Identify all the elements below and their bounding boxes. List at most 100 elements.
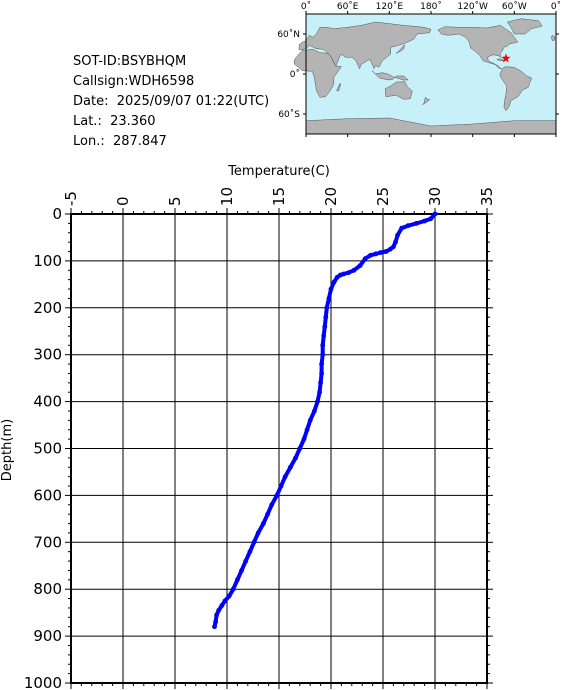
data-point xyxy=(326,296,332,301)
data-point xyxy=(318,380,323,386)
y-tick-label: 400 xyxy=(33,393,62,411)
sot-id-text: SOT-ID:BSYBHQM xyxy=(73,54,187,69)
europe-asia-landmass xyxy=(298,21,432,70)
y-tick-label: 900 xyxy=(33,627,62,645)
x-tick-label: 35 xyxy=(478,187,496,206)
north-america-landmass xyxy=(437,25,519,70)
uk-landmass xyxy=(550,35,555,41)
data-point xyxy=(413,221,419,226)
data-point xyxy=(393,239,398,245)
data-point xyxy=(351,267,357,273)
y-tick-label: 1000 xyxy=(24,674,62,690)
australia-landmass xyxy=(384,81,413,100)
data-point xyxy=(230,586,236,592)
data-point xyxy=(328,286,334,292)
data-point xyxy=(320,352,326,358)
location-map: 0˚ 60˚E 120˚E 180˚ 120˚W 60˚W 0˚ 60˚N 0˚ 60˚S xyxy=(277,1,561,137)
map-lon-label: 0˚ xyxy=(551,1,561,12)
data-point xyxy=(235,577,240,583)
nz-landmass xyxy=(422,96,431,105)
data-point xyxy=(395,232,400,238)
data-point xyxy=(213,619,219,625)
data-point xyxy=(334,274,340,280)
data-point xyxy=(269,502,275,508)
data-point xyxy=(297,446,303,451)
x-tick-label: 15 xyxy=(270,187,288,206)
location-marker-star xyxy=(501,53,511,63)
data-point xyxy=(293,455,298,461)
data-point xyxy=(304,427,310,433)
data-point xyxy=(362,256,368,261)
callsign-text: Callsign:WDH6598 xyxy=(73,74,195,89)
data-point xyxy=(226,593,232,599)
float-info-panel: SOT-ID:BSYBHQM Callsign:WDH6598 Date: 20… xyxy=(73,52,269,152)
data-point xyxy=(373,251,379,257)
data-point xyxy=(243,558,249,564)
data-point xyxy=(239,568,245,573)
y-tick-label: 700 xyxy=(33,533,62,551)
data-point xyxy=(368,252,373,258)
x-tick-label: 10 xyxy=(218,187,236,206)
data-point xyxy=(288,464,293,470)
map-lon-label: 0˚ xyxy=(301,1,311,12)
y-tick-label: 0 xyxy=(52,205,62,223)
data-point xyxy=(346,270,352,275)
temperature-profile-line xyxy=(212,212,437,629)
data-point xyxy=(301,436,307,442)
data-point xyxy=(307,418,313,423)
cuba-landmass xyxy=(496,58,505,61)
data-point xyxy=(255,530,261,536)
data-point xyxy=(432,211,438,217)
data-point xyxy=(317,389,322,395)
japan-landmass xyxy=(396,44,405,54)
x-tick-label: 5 xyxy=(166,196,184,206)
x-tick-label: -5 xyxy=(62,191,80,206)
madagascar-landmass xyxy=(336,82,341,91)
map-lon-label: 120˚W xyxy=(457,1,488,12)
y-axis-title: Depth(m) xyxy=(0,419,15,481)
data-point xyxy=(312,408,317,414)
data-point xyxy=(331,279,337,285)
data-point xyxy=(319,371,324,376)
data-point xyxy=(378,250,384,255)
map-lon-label: 120˚E xyxy=(376,1,404,12)
y-tick-label: 100 xyxy=(33,252,62,270)
data-point xyxy=(265,511,270,517)
latitude-text: Lat.: 23.360 xyxy=(73,114,156,129)
data-point xyxy=(399,225,405,231)
y-tick-label: 800 xyxy=(33,580,62,598)
x-axis-title: Temperature(C) xyxy=(227,164,330,179)
data-point xyxy=(383,249,389,254)
data-point xyxy=(261,521,266,526)
map-lat-label: 60˚S xyxy=(278,109,300,120)
data-point xyxy=(357,263,363,268)
map-lon-label: 60˚W xyxy=(502,1,527,12)
data-point xyxy=(324,305,330,311)
data-point xyxy=(320,342,326,348)
data-point xyxy=(278,483,284,489)
map-lat-label: 60˚N xyxy=(277,29,300,40)
data-point xyxy=(212,624,217,630)
longitude-text: Lon.: 287.847 xyxy=(73,134,167,149)
data-point xyxy=(216,607,222,613)
date-text: Date: 2025/09/07 01:22(UTC) xyxy=(73,94,270,109)
data-point xyxy=(274,493,280,498)
data-point xyxy=(405,223,411,229)
x-tick-label: 25 xyxy=(374,187,392,206)
data-point xyxy=(219,603,225,608)
y-tick-label: 600 xyxy=(33,486,62,504)
x-tick-label: 30 xyxy=(426,187,444,206)
data-point xyxy=(428,216,434,222)
map-lon-label: 60˚E xyxy=(337,1,359,12)
data-point xyxy=(282,474,288,479)
data-point xyxy=(322,324,328,329)
data-point xyxy=(315,399,320,404)
data-point xyxy=(321,333,327,339)
y-tick-label: 200 xyxy=(33,299,62,317)
data-point xyxy=(319,361,324,367)
x-tick-label: 0 xyxy=(114,196,132,206)
map-lat-label: 0˚ xyxy=(290,69,300,80)
data-point xyxy=(222,598,228,604)
data-point xyxy=(422,218,427,224)
data-point xyxy=(214,612,220,618)
